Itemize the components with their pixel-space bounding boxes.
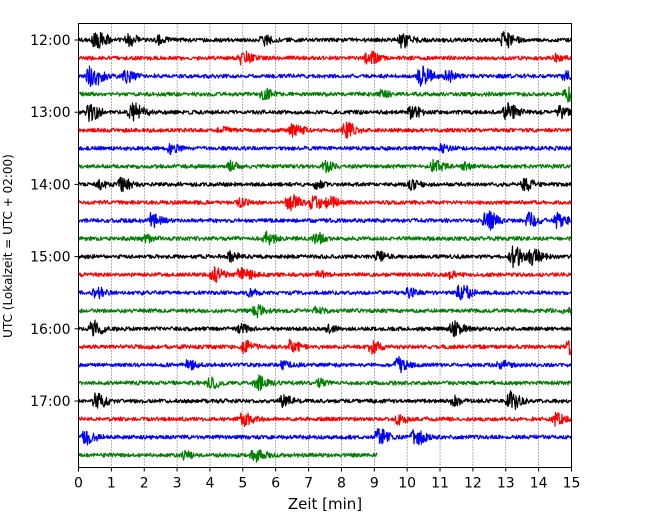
x-tick-label: 7 — [304, 476, 313, 492]
trace-16-45 — [78, 374, 573, 392]
trace-14-15 — [77, 193, 573, 212]
trace-13-30 — [78, 142, 573, 156]
trace-17-00 — [78, 390, 573, 411]
x-axis-label: Zeit [min] — [288, 495, 362, 513]
trace-13-45 — [77, 158, 573, 174]
trace-17-45 — [77, 449, 378, 463]
trace-15-45 — [78, 304, 573, 319]
plot-frame — [78, 23, 572, 468]
trace-15-15 — [77, 266, 572, 283]
trace-17-30 — [77, 428, 573, 446]
y-tick-label: 13:00 — [30, 105, 70, 121]
trace-12-00 — [77, 31, 572, 49]
trace-15-30 — [77, 284, 573, 301]
y-tick-label: 17:00 — [30, 394, 70, 410]
trace-12-15 — [77, 50, 573, 66]
x-tick-label: 14 — [530, 476, 548, 492]
x-axis-ticks: 0 1 2 3 4 5 6 7 8 9 10 11 12 13 14 15 — [74, 467, 581, 492]
trace-14-00 — [77, 176, 573, 193]
y-tick-label: 15:00 — [30, 250, 70, 266]
x-tick-label: 10 — [398, 476, 416, 492]
x-tick-label: 12 — [464, 476, 482, 492]
trace-16-00 — [77, 319, 573, 337]
x-tick-label: 1 — [107, 476, 116, 492]
trace-16-30 — [77, 355, 573, 374]
x-tick-label: 8 — [337, 476, 346, 492]
trace-12-45 — [78, 86, 573, 103]
x-tick-label: 6 — [271, 476, 280, 492]
x-tick-label: 0 — [74, 476, 83, 492]
x-tick-label: 4 — [206, 476, 215, 492]
y-tick-label: 12:00 — [30, 33, 70, 49]
trace-14-30 — [77, 210, 572, 231]
x-tick-label: 9 — [370, 476, 379, 492]
x-tick-label: 2 — [140, 476, 149, 492]
y-tick-label: 14:00 — [30, 177, 70, 193]
vertical-gridlines — [111, 23, 539, 468]
y-tick-label: 16:00 — [30, 322, 70, 338]
trace-14-45 — [77, 230, 573, 246]
trace-13-15 — [77, 121, 573, 139]
trace-17-15 — [78, 411, 573, 428]
x-tick-label: 11 — [431, 476, 449, 492]
x-tick-label: 3 — [173, 476, 182, 492]
trace-12-30 — [78, 65, 572, 87]
x-tick-label: 5 — [238, 476, 247, 492]
x-tick-label: 13 — [497, 476, 515, 492]
y-axis-label: UTC (Lokalzeit = UTC + 02:00) — [1, 154, 15, 338]
seismogram-traces — [77, 31, 573, 463]
trace-16-15 — [77, 338, 573, 356]
y-axis-ticks: 12:00 13:00 14:00 15:00 16:00 17:00 — [30, 33, 79, 410]
trace-15-00 — [78, 245, 572, 269]
trace-13-00 — [77, 102, 573, 123]
x-tick-label: 15 — [563, 476, 581, 492]
